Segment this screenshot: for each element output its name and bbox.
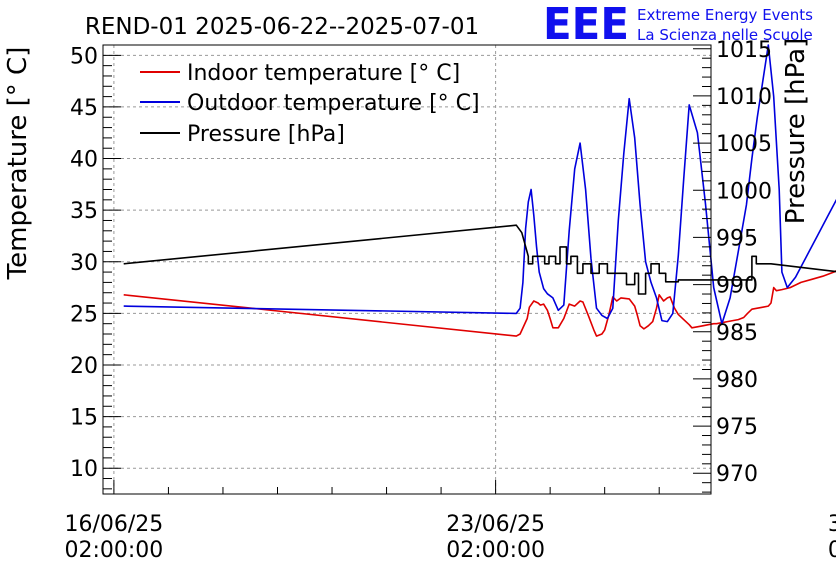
x-tick-label-date: 30/06/25 (828, 512, 836, 537)
y-tick-label-right: 985 (716, 321, 758, 346)
y-tick-label-right: 990 (716, 274, 758, 299)
y-axis-label-left: Temperature [° C] (3, 47, 33, 281)
y-tick-label-left: 10 (70, 457, 98, 482)
y-tick-label-right: 1005 (716, 132, 772, 157)
y-tick-label-right: 1010 (716, 85, 772, 110)
y-tick-label-right: 970 (716, 462, 758, 487)
legend-label-indoor: Indoor temperature [° C] (187, 61, 460, 86)
chart-title: REND-01 2025-06-22--2025-07-01 (85, 14, 479, 40)
y-tick-label-left: 20 (70, 354, 98, 379)
y-tick-label-left: 35 (70, 199, 98, 224)
series-indoor-temperature (123, 270, 836, 337)
grid-lines (103, 45, 711, 494)
plot-series (123, 44, 836, 337)
logo-line-1: Extreme Energy Events (637, 6, 813, 24)
legend-label-outdoor: Outdoor temperature [° C] (187, 91, 480, 116)
y-tick-label-right: 1000 (716, 179, 772, 204)
y-tick-label-right: 980 (716, 368, 758, 393)
logo-line-2: La Scienza nelle Scuole (637, 26, 813, 44)
y-tick-label-right: 995 (716, 226, 758, 251)
x-tick-label-date: 16/06/25 (64, 512, 163, 537)
plot-frame (102, 44, 712, 495)
x-tick-label-time: 02:00:00 (828, 538, 836, 563)
y-tick-label-left: 50 (70, 44, 98, 69)
legend: Indoor temperature [° C] Outdoor tempera… (140, 61, 480, 147)
y-tick-label-left: 25 (70, 302, 98, 327)
y-tick-label-left: 45 (70, 96, 98, 121)
eee-logo: EEE Extreme Energy Events La Scienza nel… (543, 0, 813, 50)
eee-logo-text: EEE (543, 0, 629, 50)
legend-label-pressure: Pressure [hPa] (187, 122, 345, 147)
series-pressure (123, 224, 836, 295)
y-tick-label-left: 30 (70, 251, 98, 276)
x-tick-label-time: 02:00:00 (446, 538, 545, 563)
y-tick-label-right: 975 (716, 415, 758, 440)
y-tick-label-right: 1015 (716, 38, 772, 63)
y-tick-label-left: 40 (70, 148, 98, 173)
y-tick-label-left: 15 (70, 406, 98, 431)
series-outdoor-temperature (123, 44, 836, 325)
x-tick-label-time: 02:00:00 (64, 538, 163, 563)
y-axis-label-right: Pressure [hPa] (781, 38, 811, 225)
x-tick-label-date: 23/06/25 (446, 512, 545, 537)
plot-axes: 1015202530354045509709759809859909951000… (64, 38, 836, 563)
